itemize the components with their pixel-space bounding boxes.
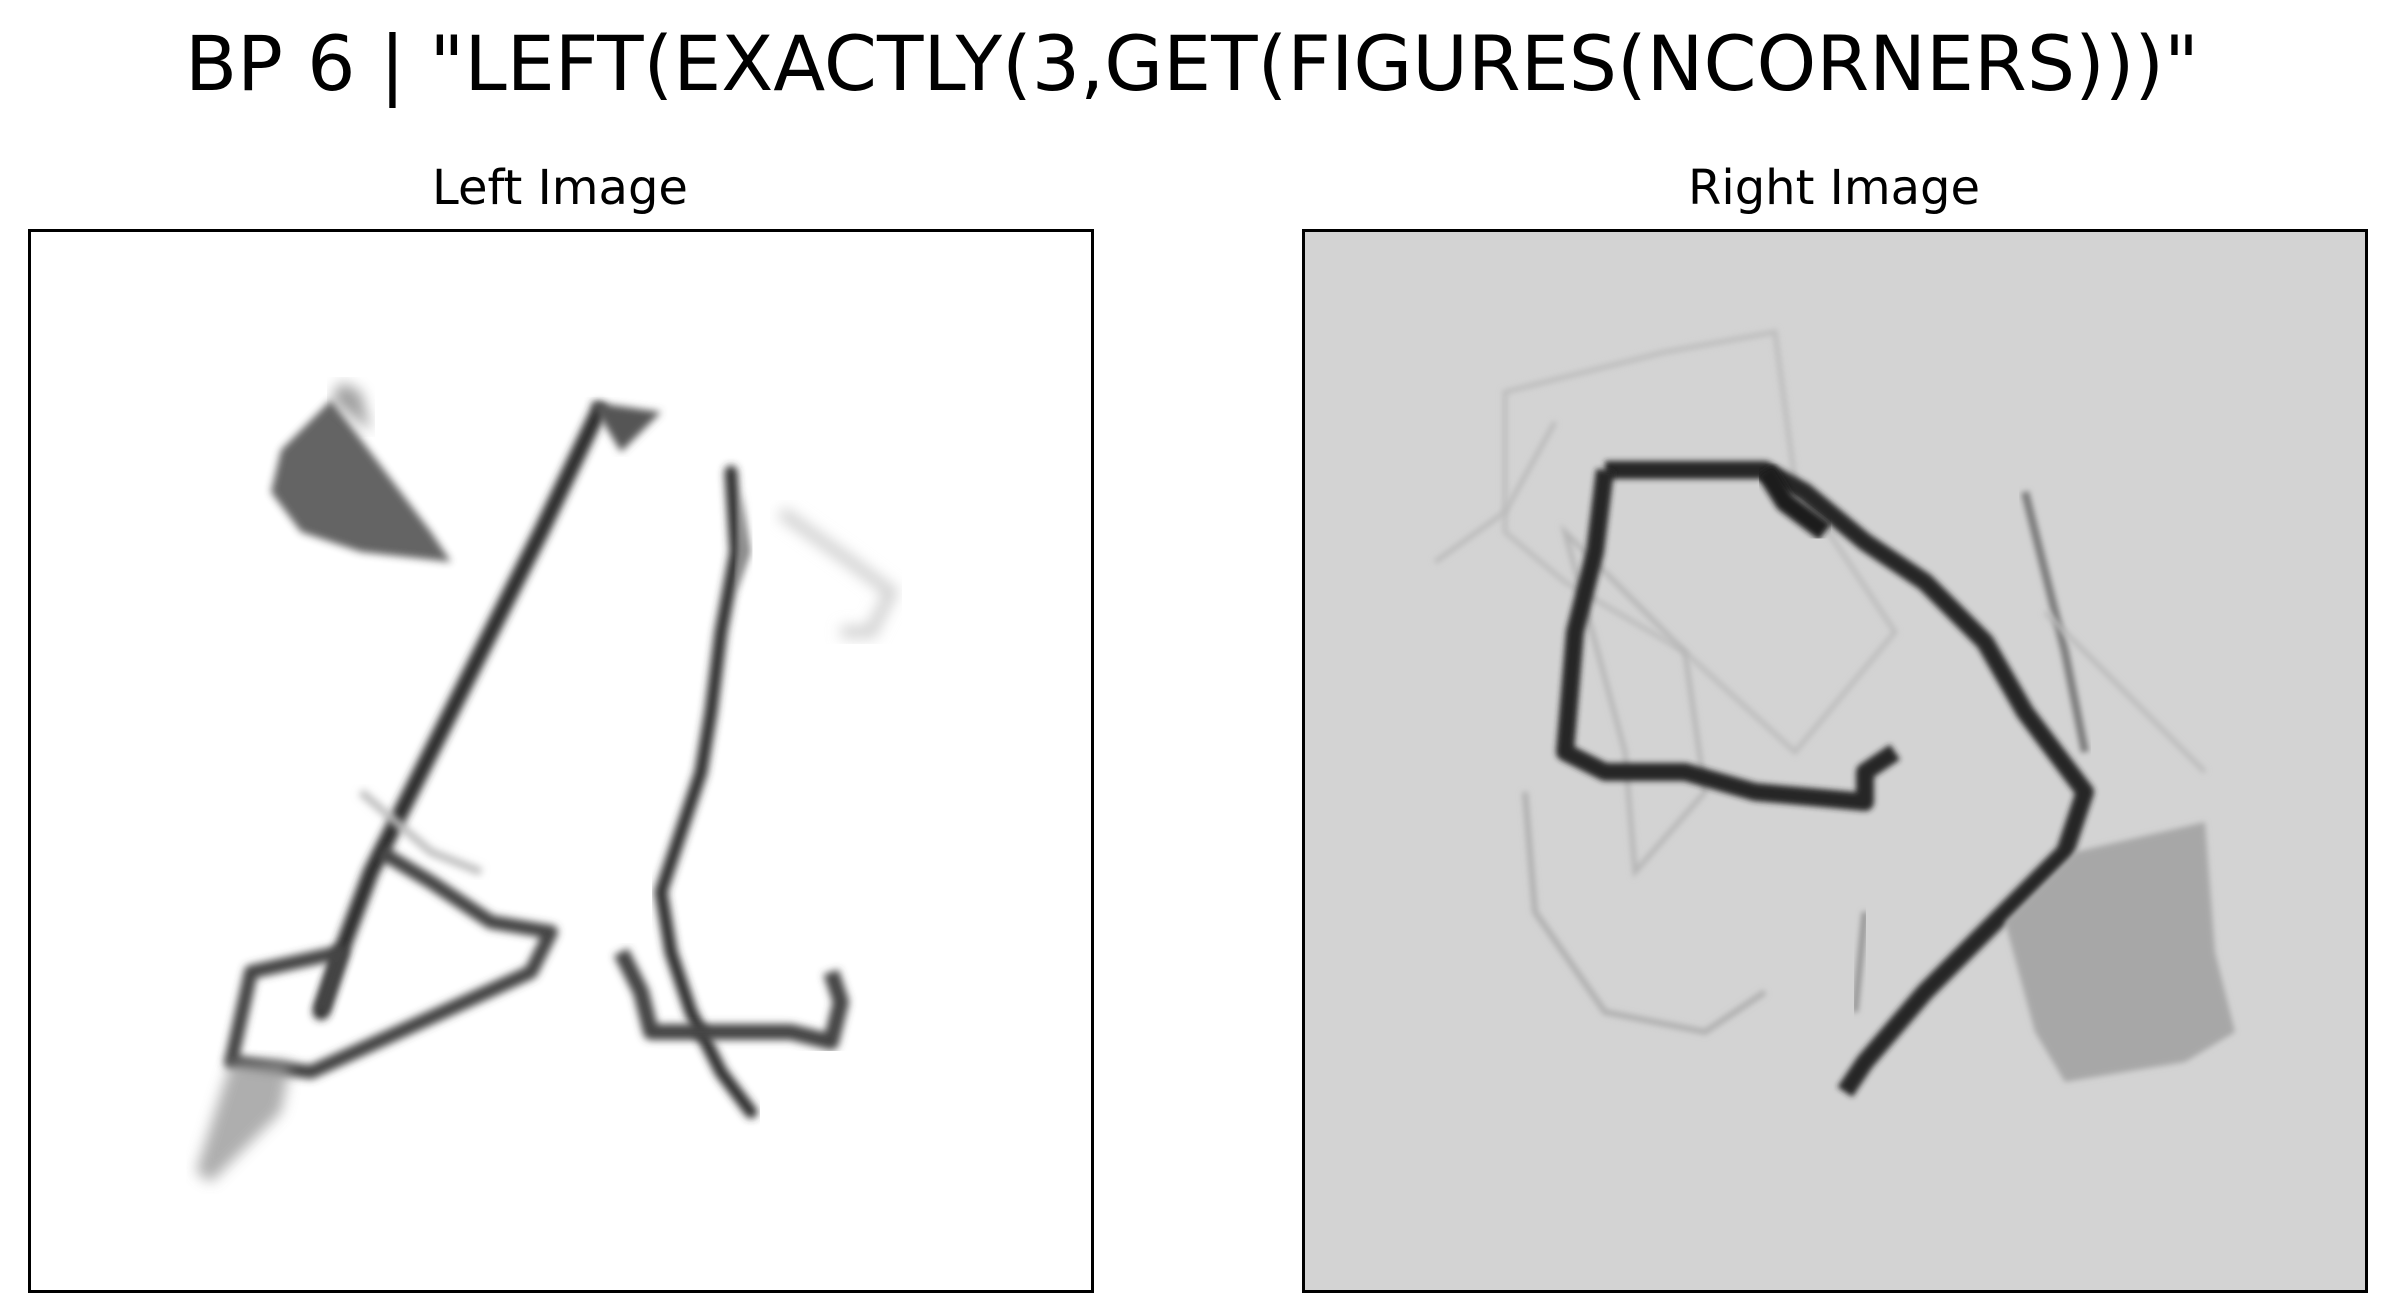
- left-shape-faint-stroke: [777, 507, 899, 638]
- left-shape-dark-triangle: [271, 400, 451, 562]
- right-image-panel: [1302, 229, 2368, 1293]
- left-image-panel: [28, 229, 1094, 1293]
- left-shape-bottom-bracket: [613, 948, 849, 1050]
- left-shape-lower-triangle: [224, 845, 558, 1079]
- right-image: [1305, 232, 2365, 1290]
- right-shape-faint-outline: [1502, 329, 1899, 756]
- right-shape-grey-square: [2005, 822, 2235, 1082]
- left-image: [31, 232, 1091, 1290]
- left-panel-title: Left Image: [432, 160, 688, 216]
- right-panel-title: Right Image: [1688, 160, 1980, 216]
- right-shape-dark-quadrilateral: [1605, 461, 2094, 1097]
- left-shape-diagonal-stroke: [313, 402, 607, 1020]
- figure-title: BP 6 | "LEFT(EXACTLY(3,GET(FIGURES(NCORN…: [185, 19, 2199, 108]
